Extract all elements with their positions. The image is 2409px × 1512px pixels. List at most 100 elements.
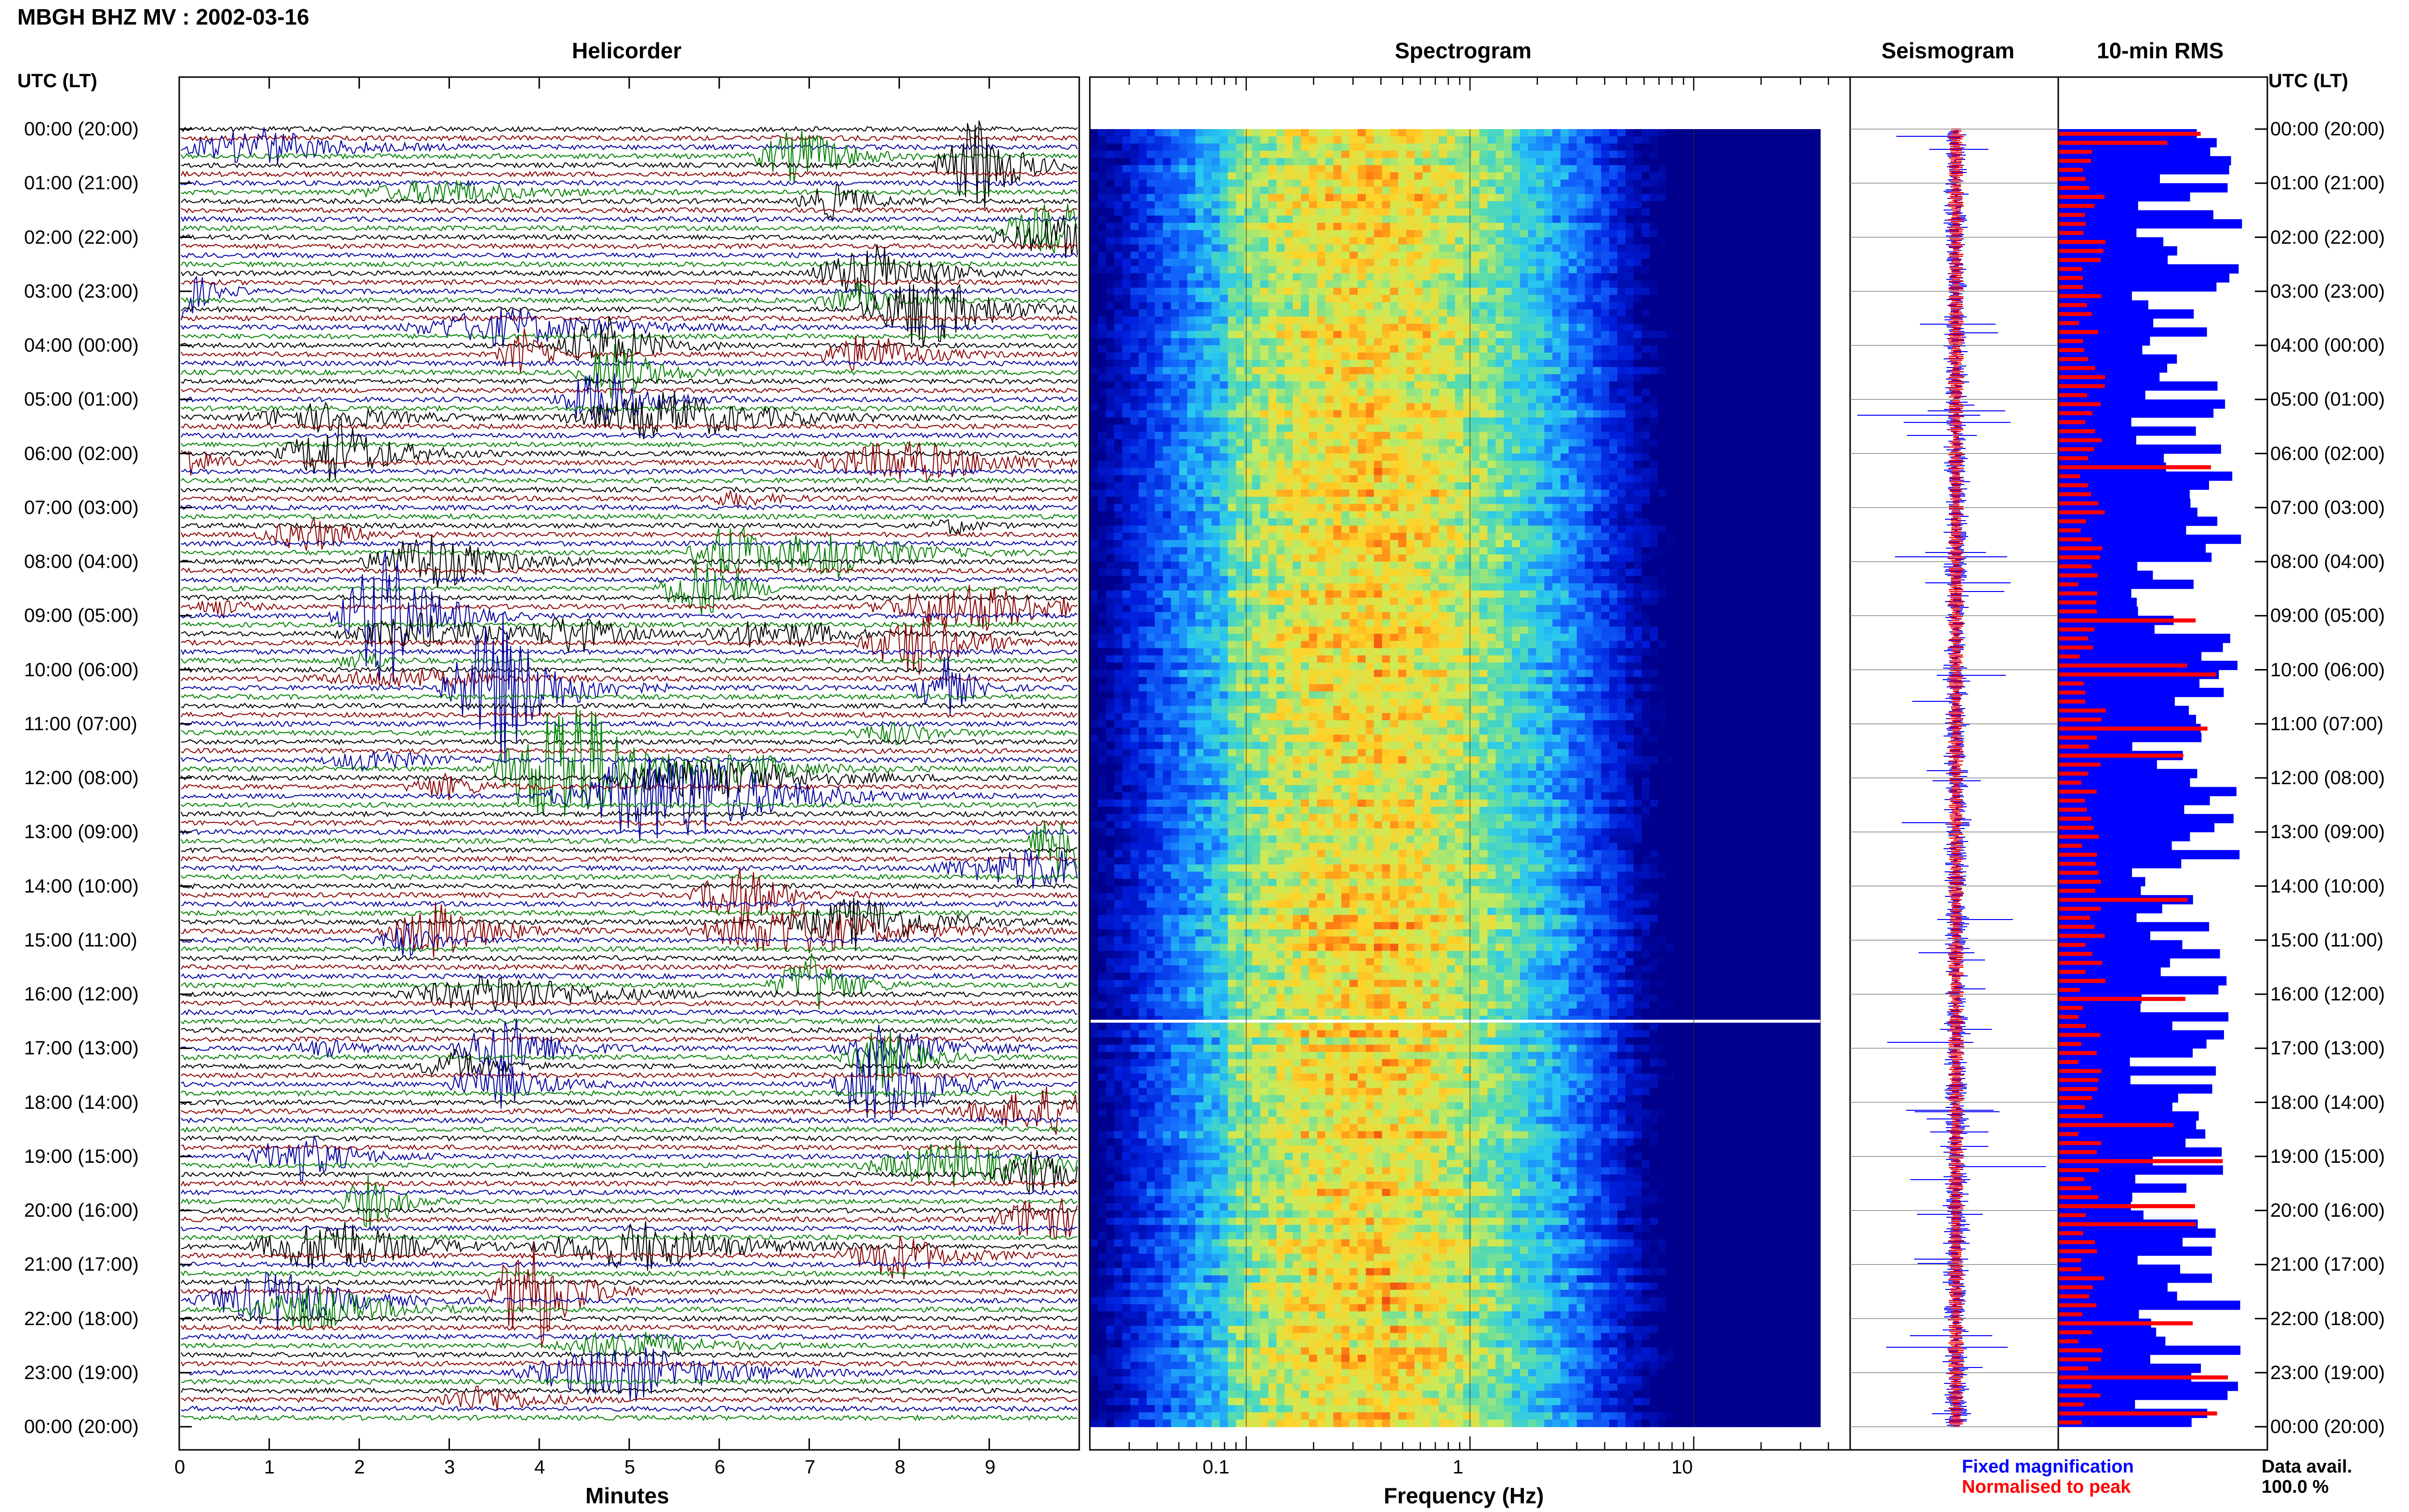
- spectrogram-cell: [1552, 295, 1561, 302]
- spectrogram-cell: [1593, 172, 1602, 180]
- spectrogram-cell: [1731, 273, 1740, 281]
- spectrogram-cell: [1722, 381, 1732, 389]
- spectrogram-cell: [1763, 259, 1772, 267]
- spectrogram-cell: [1219, 475, 1229, 483]
- spectrogram-cell: [1244, 504, 1253, 512]
- spectrogram-cell: [1203, 497, 1212, 505]
- spectrogram-cell: [1252, 208, 1261, 216]
- spectrogram-cell: [1350, 324, 1358, 331]
- spectrogram-cell: [1228, 172, 1236, 180]
- spectrogram-cell: [1357, 179, 1366, 187]
- spectrogram-cell: [1455, 403, 1464, 411]
- spectrogram-cell: [1374, 165, 1383, 173]
- spectrogram-cell: [1430, 266, 1440, 274]
- spectrogram-cell: [1487, 244, 1496, 252]
- spectrogram-cell: [1536, 511, 1545, 519]
- spectrogram-cell: [1658, 316, 1667, 324]
- spectrogram-cell: [1487, 395, 1496, 404]
- spectrogram-cell: [1171, 367, 1179, 375]
- spectrogram-cell: [1633, 338, 1642, 346]
- spectrogram-cell: [1650, 273, 1658, 281]
- spectrogram-cell: [1309, 237, 1318, 245]
- spectrogram-cell: [1739, 316, 1748, 324]
- spectrogram-cell: [1098, 129, 1107, 137]
- spectrogram-cell: [1722, 259, 1732, 267]
- spectrogram-cell: [1195, 150, 1204, 158]
- spectrogram-cell: [1195, 353, 1204, 360]
- spectrogram-cell: [1430, 288, 1440, 296]
- spectrogram-cell: [1682, 266, 1691, 274]
- spectrogram-cell: [1731, 468, 1740, 476]
- spectrogram-cell: [1163, 143, 1172, 151]
- spectrogram-cell: [1284, 395, 1293, 404]
- spectrogram-cell: [1301, 273, 1310, 281]
- spectrogram-cell: [1812, 230, 1821, 238]
- spectrogram-cell: [1609, 136, 1618, 144]
- spectrogram-cell: [1203, 504, 1212, 512]
- spectrogram-cell: [1536, 388, 1545, 396]
- spectrogram-cell: [1561, 353, 1569, 360]
- spectrogram-cell: [1576, 395, 1586, 404]
- spectrogram-cell: [1252, 237, 1261, 245]
- spectrogram-cell: [1479, 511, 1488, 519]
- spectrogram-cell: [1601, 237, 1610, 245]
- spectrogram-cell: [1447, 497, 1456, 505]
- spectrogram-cell: [1357, 424, 1366, 433]
- spectrogram-cell: [1122, 295, 1131, 302]
- spectrogram-cell: [1179, 179, 1188, 187]
- spectrogram-cell: [1090, 288, 1099, 296]
- spectrogram-cell: [1146, 172, 1155, 180]
- spectrogram-cell: [1617, 353, 1626, 360]
- spectrogram-cell: [1130, 223, 1139, 231]
- spectrogram-cell: [1228, 446, 1236, 454]
- spectrogram-cell: [1568, 273, 1577, 281]
- spectrogram-cell: [1350, 439, 1358, 447]
- spectrogram-cell: [1568, 374, 1577, 382]
- spectrogram-cell: [1228, 388, 1236, 396]
- spectrogram-cell: [1154, 179, 1164, 187]
- spectrogram-cell: [1511, 316, 1521, 324]
- spectrogram-cell: [1301, 208, 1310, 216]
- spectrogram-cell: [1739, 381, 1748, 389]
- spectrogram-cell: [1496, 223, 1504, 231]
- spectrogram-cell: [1520, 439, 1529, 447]
- spectrogram-cell: [1122, 403, 1131, 411]
- spectrogram-cell: [1365, 367, 1375, 375]
- spectrogram-cell: [1382, 511, 1390, 519]
- spectrogram-cell: [1674, 403, 1683, 411]
- spectrogram-cell: [1682, 186, 1691, 195]
- spectrogram-cell: [1779, 504, 1788, 512]
- spectrogram-cell: [1561, 324, 1569, 331]
- spectrogram-cell: [1690, 475, 1699, 483]
- spectrogram-cell: [1715, 453, 1723, 461]
- helicorder-trace-line: [181, 1174, 1078, 1230]
- spectrogram-cell: [1479, 432, 1488, 440]
- spectrogram-cell: [1171, 230, 1179, 238]
- spectrogram-cell: [1561, 511, 1569, 519]
- spectrogram-cell: [1276, 179, 1285, 187]
- spectrogram-cell: [1114, 201, 1123, 209]
- spectrogram-cell: [1122, 201, 1131, 209]
- spectrogram-cell: [1171, 172, 1179, 180]
- spectrogram-cell: [1601, 504, 1610, 512]
- spectrogram-cell: [1731, 266, 1740, 274]
- spectrogram-cell: [1447, 359, 1456, 368]
- spectrogram-cell: [1317, 424, 1326, 433]
- spectrogram-cell: [1739, 324, 1748, 331]
- spectrogram-cell: [1625, 244, 1634, 252]
- spectrogram-cell: [1511, 251, 1521, 260]
- spectrogram-cell: [1350, 295, 1358, 302]
- spectrogram-cell: [1130, 489, 1139, 498]
- spectrogram-cell: [1203, 331, 1212, 339]
- spectrogram-cell: [1779, 244, 1788, 252]
- spectrogram-cell: [1268, 367, 1277, 375]
- spectrogram-cell: [1244, 331, 1253, 339]
- spectrogram-cell: [1252, 410, 1261, 418]
- spectrogram-cell: [1528, 215, 1537, 224]
- spectrogram-cell: [1390, 417, 1399, 425]
- spectrogram-cell: [1707, 158, 1715, 166]
- spectrogram-cell: [1090, 468, 1099, 476]
- spectrogram-cell: [1447, 374, 1456, 382]
- spectrogram-cell: [1504, 468, 1512, 476]
- spectrogram-cell: [1414, 165, 1423, 173]
